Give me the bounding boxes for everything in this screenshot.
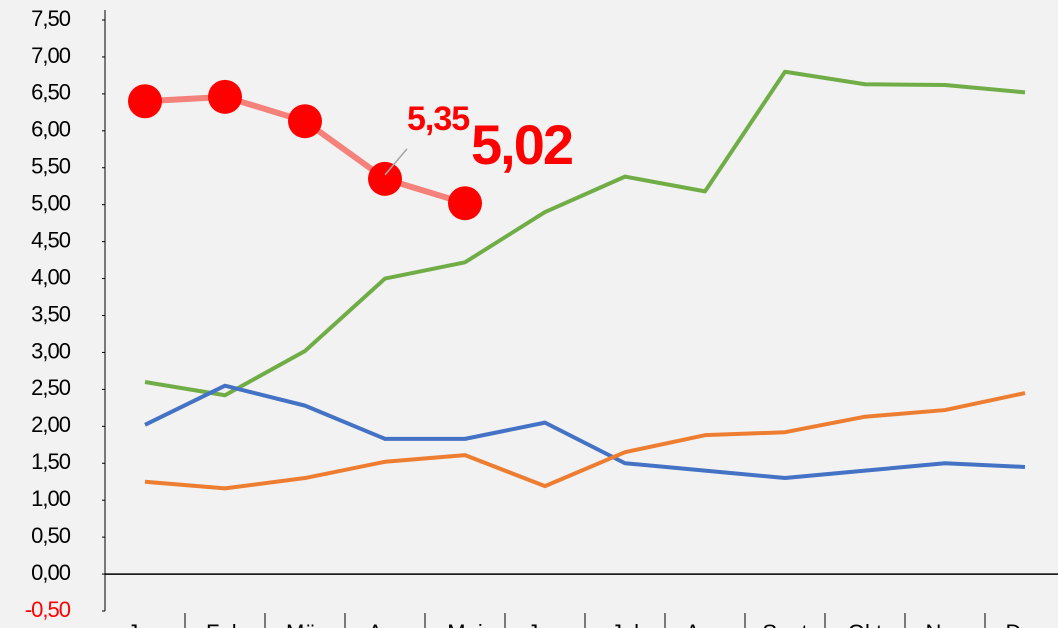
x-tick-label: Dez — [1005, 620, 1044, 628]
y-tick-label: 2,00 — [31, 412, 71, 437]
y-tick-label: 5,50 — [31, 154, 71, 179]
marker — [448, 186, 482, 221]
y-tick-label: 7,00 — [31, 43, 71, 68]
y-tick-label: 3,00 — [31, 338, 71, 363]
x-tick-label: Feb — [206, 620, 244, 628]
y-tick-label: 4,00 — [31, 264, 71, 289]
y-tick-label: 1,50 — [31, 449, 71, 474]
marker — [128, 84, 162, 119]
series-line — [144, 69, 1026, 398]
y-tick-label: 4,50 — [31, 227, 71, 252]
x-tick-label: Sept — [762, 620, 807, 628]
x-tick-label: Mär — [286, 620, 324, 628]
y-tick-label: 6,00 — [31, 117, 71, 142]
series-line — [144, 383, 1026, 481]
y-tick-label: 7,50 — [31, 6, 71, 31]
series-line — [144, 391, 1026, 491]
y-tick-label: 2,50 — [31, 375, 71, 400]
data-label: 5,35 — [407, 100, 469, 138]
y-tick-label: 0,50 — [31, 523, 71, 548]
y-tick-label: 6,50 — [31, 80, 71, 105]
x-tick-label: Jan — [127, 620, 162, 628]
x-tick-label: Aug — [685, 620, 724, 628]
x-tick-label: Jul — [611, 620, 639, 628]
y-tick-label: 5,00 — [31, 191, 71, 216]
x-tick-label: Jun — [527, 620, 562, 628]
y-tick-label: 1,00 — [31, 486, 71, 511]
marker — [288, 104, 322, 139]
x-tick-label: Apr — [368, 620, 402, 628]
y-tick-label: 0,00 — [31, 560, 71, 585]
x-tick-label: Mai — [447, 620, 482, 628]
marker — [208, 79, 242, 114]
y-tick-label: -0,50 — [25, 597, 71, 622]
marker — [368, 161, 402, 196]
y-tick-label: 3,50 — [31, 301, 71, 326]
data-label: 5,02 — [471, 113, 572, 176]
leader-line — [384, 148, 408, 176]
x-tick-label: Nov — [925, 620, 964, 628]
x-tick-label: Okt — [848, 620, 882, 628]
